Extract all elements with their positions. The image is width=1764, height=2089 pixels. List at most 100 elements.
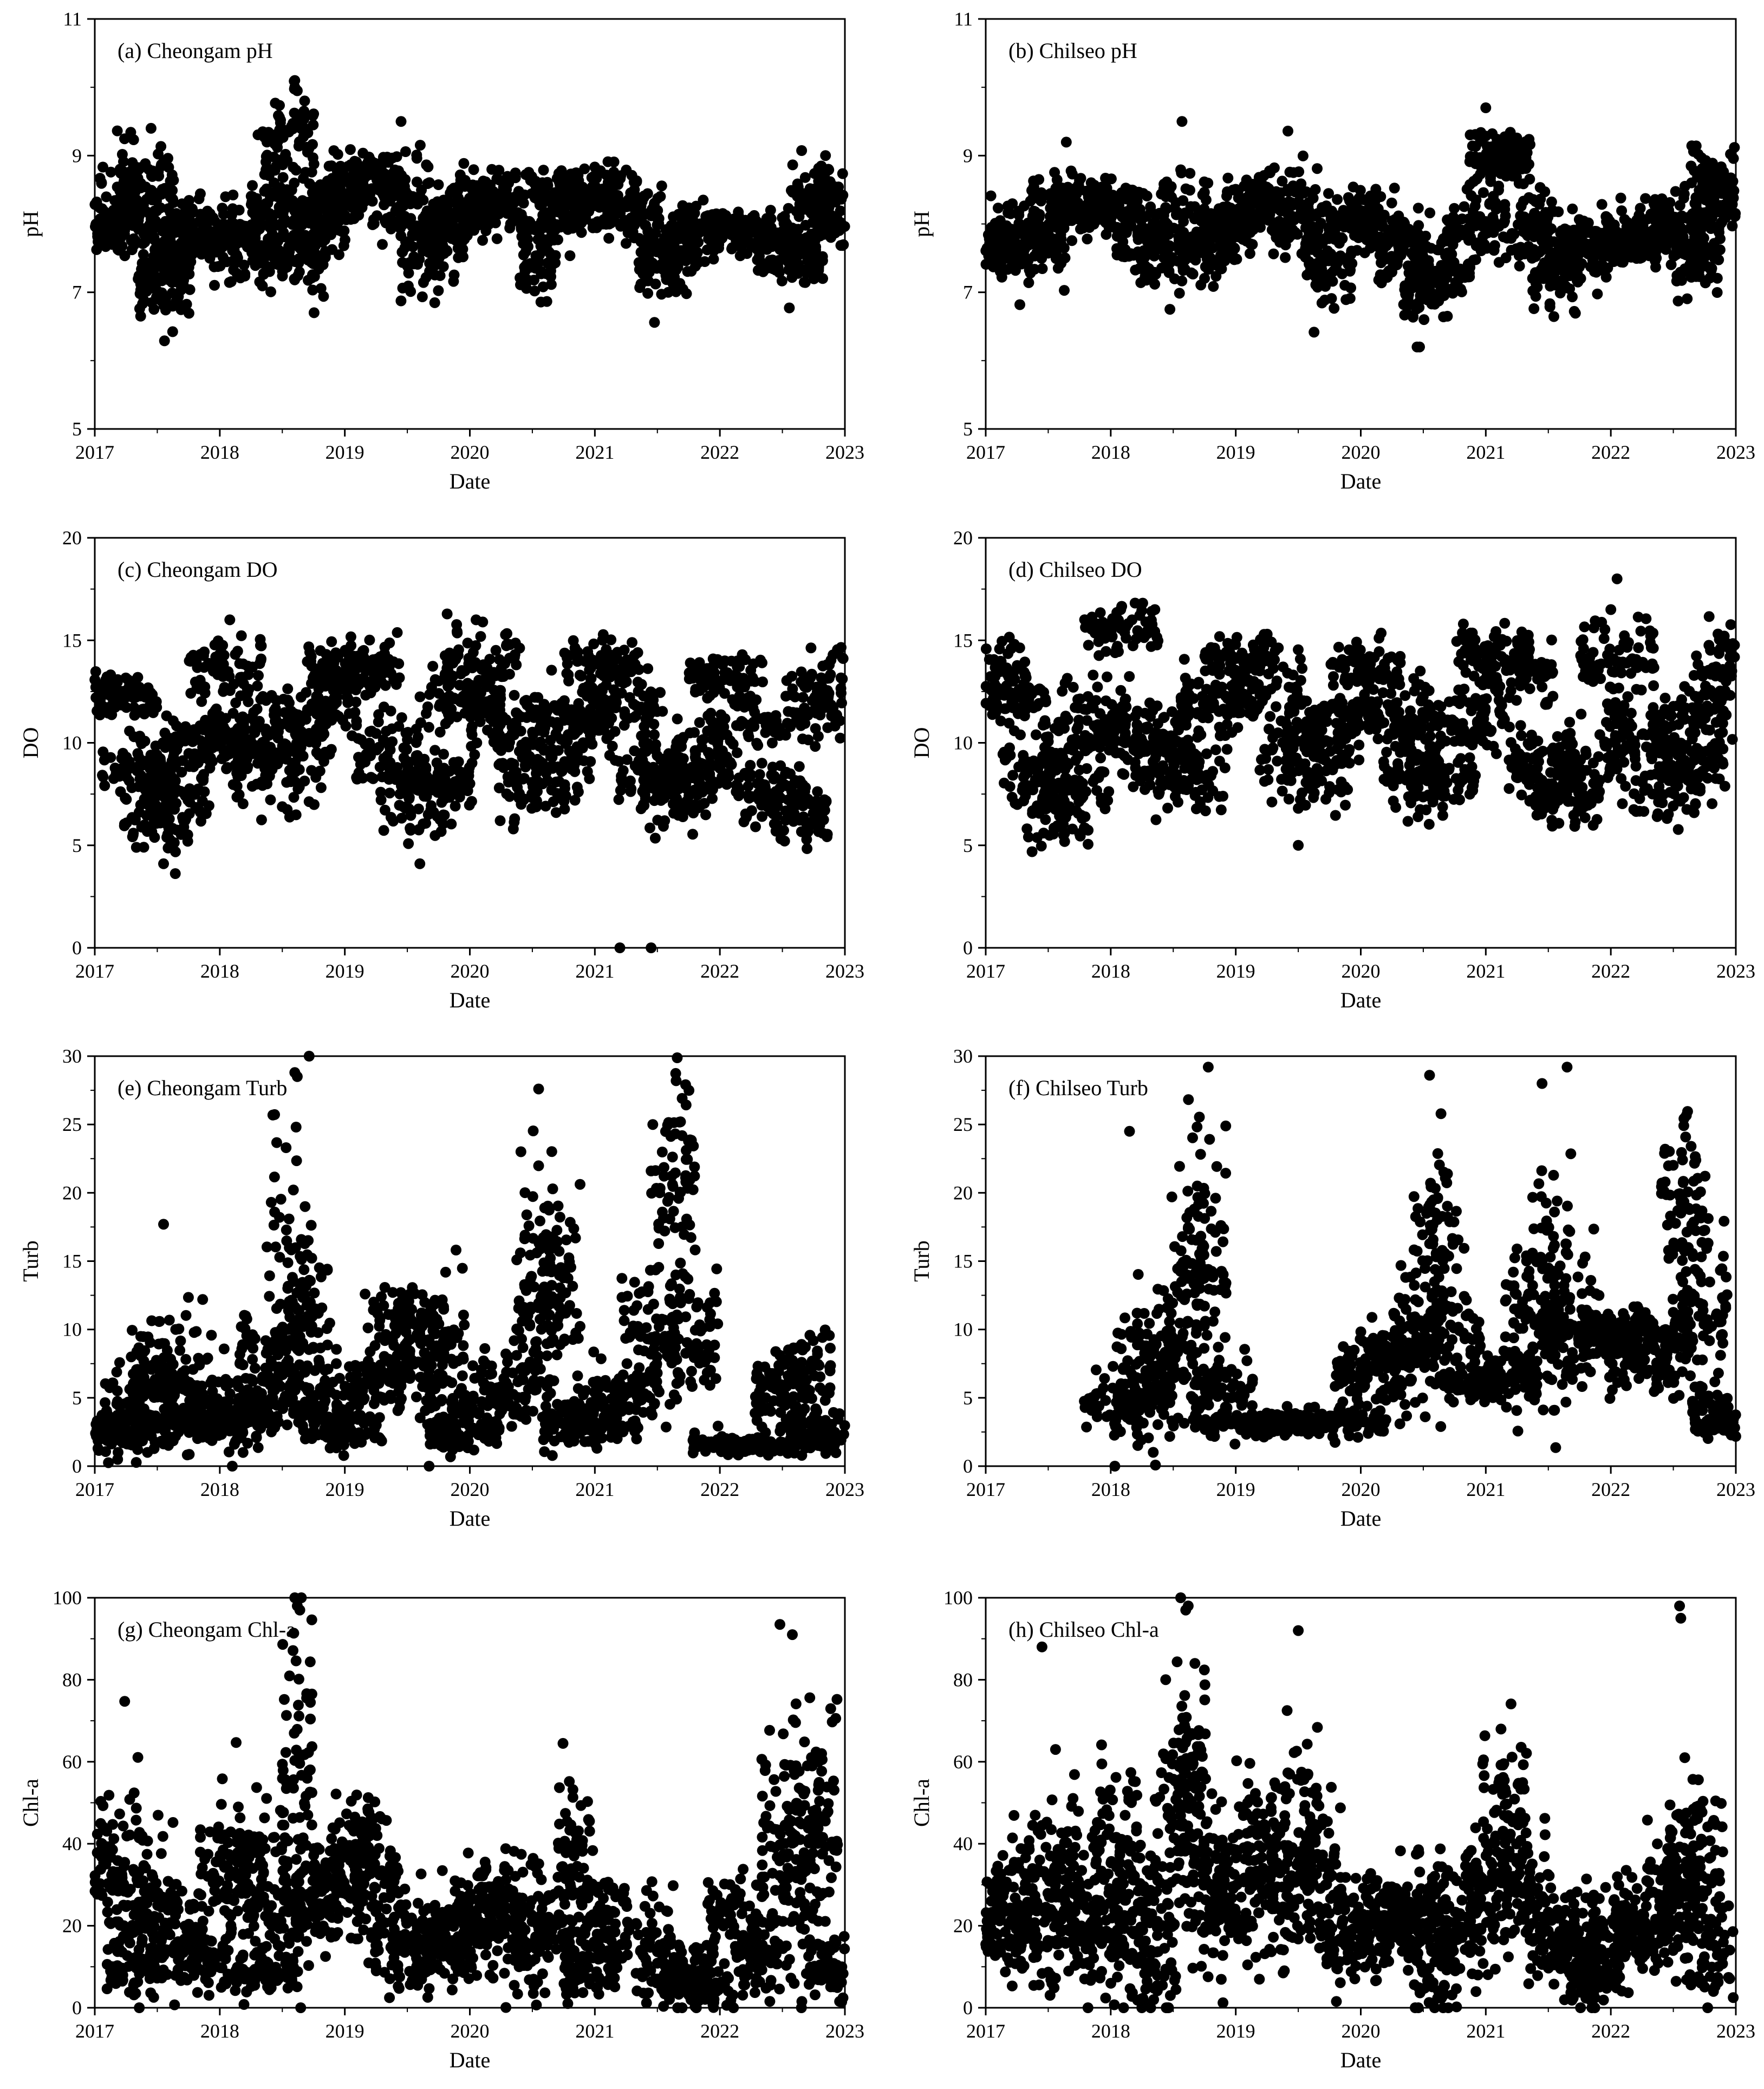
data-point	[345, 159, 356, 171]
data-point	[1180, 255, 1190, 266]
data-point	[1542, 233, 1553, 245]
data-point	[537, 210, 549, 221]
data-point	[1221, 237, 1232, 249]
data-point	[818, 188, 829, 199]
data-point	[97, 161, 108, 173]
data-point	[168, 197, 179, 208]
data-point	[274, 112, 285, 123]
data-point	[328, 145, 340, 157]
data-point	[524, 217, 536, 227]
data-point	[1141, 190, 1153, 201]
x-tick-label: 2020	[1342, 441, 1381, 463]
data-point	[178, 275, 189, 286]
data-point	[391, 151, 402, 162]
data-point	[302, 146, 313, 158]
data-point	[1247, 179, 1259, 190]
data-point	[289, 177, 300, 188]
data-point	[1493, 185, 1504, 196]
data-point	[112, 244, 123, 255]
data-point	[652, 205, 663, 216]
data-point	[1047, 207, 1058, 218]
data-point	[128, 134, 139, 145]
data-point	[1149, 250, 1160, 262]
x-tick-label: 2019	[1216, 441, 1255, 463]
data-point	[1001, 238, 1012, 249]
data-point	[1192, 248, 1203, 259]
data-point	[690, 249, 701, 260]
data-point	[1174, 288, 1185, 299]
data-point	[1222, 186, 1233, 197]
data-point	[1576, 242, 1587, 253]
data-point	[671, 286, 682, 297]
data-point	[258, 269, 269, 280]
data-point	[776, 238, 787, 249]
data-point	[1075, 223, 1086, 235]
data-point	[1706, 262, 1717, 274]
data-point	[1548, 311, 1559, 322]
data-point	[682, 266, 693, 277]
data-point	[181, 298, 192, 310]
data-point	[1066, 235, 1078, 246]
data-point	[163, 162, 174, 173]
data-point	[309, 219, 320, 231]
data-point	[1067, 204, 1078, 215]
data-point	[286, 121, 297, 132]
data-point	[395, 203, 407, 213]
x-axis-label: Date	[1340, 469, 1382, 493]
data-point	[1511, 243, 1522, 255]
data-point	[1140, 211, 1151, 222]
data-point	[1424, 207, 1436, 219]
data-point	[1184, 185, 1195, 196]
data-point	[1131, 196, 1143, 207]
data-point	[201, 233, 213, 245]
data-point	[1705, 199, 1716, 210]
data-point	[1552, 258, 1563, 269]
data-point	[992, 203, 1004, 214]
data-point	[458, 158, 470, 169]
data-point	[1348, 181, 1359, 193]
data-point	[504, 223, 516, 233]
data-point	[228, 264, 239, 276]
data-point	[535, 296, 546, 308]
data-point	[1683, 263, 1694, 275]
data-point	[1433, 270, 1444, 282]
data-point	[802, 255, 813, 266]
data-point	[1406, 228, 1417, 239]
data-point	[344, 144, 356, 155]
data-point	[1487, 142, 1498, 154]
data-point	[1656, 219, 1668, 230]
data-point	[763, 214, 774, 225]
data-point	[405, 257, 415, 268]
x-tick-label: 2023	[1716, 441, 1755, 463]
data-point	[1487, 166, 1498, 177]
data-point	[1094, 211, 1105, 222]
data-point	[1612, 238, 1623, 249]
data-point	[617, 201, 628, 212]
data-point	[334, 166, 345, 178]
data-point	[153, 148, 164, 160]
data-point	[416, 291, 428, 302]
data-point	[662, 287, 674, 298]
data-point	[547, 259, 558, 270]
data-point	[1059, 285, 1070, 296]
data-point	[765, 205, 776, 216]
data-point	[101, 191, 112, 203]
data-point	[353, 178, 364, 190]
data-point	[727, 242, 739, 253]
data-point	[424, 177, 435, 188]
data-point	[277, 200, 289, 211]
data-point	[629, 219, 640, 231]
data-point	[984, 233, 995, 245]
data-point	[1066, 168, 1078, 180]
data-point	[395, 116, 407, 127]
data-point	[424, 265, 435, 277]
data-point	[1508, 229, 1520, 240]
data-point	[1132, 234, 1144, 245]
data-point	[129, 710, 140, 721]
data-point	[553, 168, 564, 179]
data-point	[1438, 311, 1449, 322]
data-point	[1014, 299, 1025, 310]
data-point	[167, 287, 178, 298]
data-point	[97, 746, 109, 758]
data-point	[1530, 291, 1541, 302]
